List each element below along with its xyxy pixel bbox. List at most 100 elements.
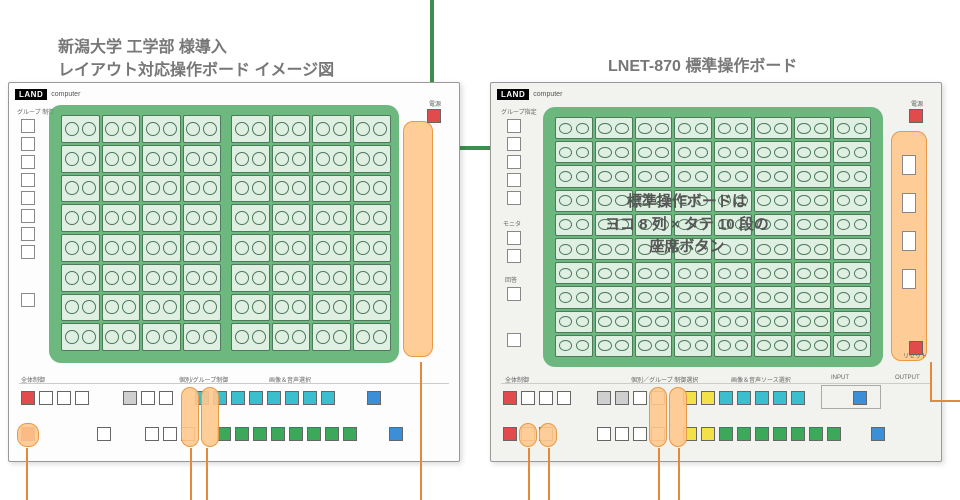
btn[interactable] (325, 427, 339, 441)
seat-button[interactable] (353, 204, 392, 232)
side-btn[interactable] (902, 155, 916, 175)
seat-button[interactable] (794, 165, 832, 187)
seat-button[interactable] (272, 204, 311, 232)
seat-button[interactable] (61, 234, 100, 262)
seat-button[interactable] (674, 262, 712, 284)
seat-button[interactable] (714, 262, 752, 284)
power-button[interactable] (427, 109, 441, 123)
seat-button[interactable] (635, 141, 673, 163)
btn[interactable] (343, 427, 357, 441)
seat-button[interactable] (312, 145, 351, 173)
btn[interactable] (521, 391, 535, 405)
btn[interactable] (145, 427, 159, 441)
seat-button[interactable] (595, 165, 633, 187)
btn[interactable] (303, 391, 317, 405)
seat-button[interactable] (674, 286, 712, 308)
btn[interactable] (253, 427, 267, 441)
btn[interactable] (267, 391, 281, 405)
seat-button[interactable] (754, 286, 792, 308)
right-power-button[interactable] (909, 109, 923, 123)
btn[interactable] (827, 427, 841, 441)
seat-button[interactable] (635, 117, 673, 139)
seat-button[interactable] (555, 311, 593, 333)
seat-button[interactable] (102, 323, 141, 351)
btn[interactable] (791, 427, 805, 441)
seat-button[interactable] (833, 190, 871, 212)
seat-button[interactable] (312, 264, 351, 292)
seat-button[interactable] (61, 294, 100, 322)
btn[interactable] (307, 427, 321, 441)
seat-button[interactable] (674, 141, 712, 163)
seat-button[interactable] (61, 175, 100, 203)
btn[interactable] (39, 391, 53, 405)
side-btn[interactable] (902, 269, 916, 289)
side-btn[interactable] (507, 249, 521, 263)
seat-button[interactable] (312, 204, 351, 232)
btn[interactable] (633, 391, 647, 405)
btn[interactable] (871, 427, 885, 441)
seat-button[interactable] (272, 115, 311, 143)
seat-button[interactable] (272, 323, 311, 351)
seat-button[interactable] (142, 115, 181, 143)
seat-button[interactable] (674, 117, 712, 139)
seat-button[interactable] (833, 238, 871, 260)
seat-button[interactable] (142, 294, 181, 322)
btn[interactable] (503, 391, 517, 405)
side-btn[interactable] (507, 137, 521, 151)
seat-button[interactable] (142, 234, 181, 262)
btn[interactable] (367, 391, 381, 405)
seat-button[interactable] (102, 115, 141, 143)
seat-button[interactable] (833, 117, 871, 139)
side-btn[interactable] (507, 287, 521, 301)
seat-button[interactable] (353, 323, 392, 351)
btn[interactable] (853, 391, 867, 405)
seat-button[interactable] (635, 335, 673, 357)
seat-button[interactable] (142, 145, 181, 173)
seat-button[interactable] (794, 286, 832, 308)
seat-button[interactable] (102, 264, 141, 292)
seat-button[interactable] (353, 294, 392, 322)
seat-button[interactable] (595, 311, 633, 333)
seat-button[interactable] (794, 214, 832, 236)
seat-button[interactable] (595, 286, 633, 308)
seat-button[interactable] (61, 264, 100, 292)
btn[interactable] (271, 427, 285, 441)
seat-button[interactable] (272, 145, 311, 173)
seat-button[interactable] (794, 238, 832, 260)
seat-button[interactable] (833, 214, 871, 236)
side-btn[interactable] (21, 137, 35, 151)
seat-button[interactable] (183, 323, 222, 351)
btn[interactable] (701, 391, 715, 405)
seat-button[interactable] (231, 294, 270, 322)
seat-button[interactable] (353, 115, 392, 143)
seat-button[interactable] (61, 145, 100, 173)
seat-button[interactable] (714, 117, 752, 139)
seat-button[interactable] (833, 262, 871, 284)
btn[interactable] (701, 427, 715, 441)
seat-button[interactable] (555, 190, 593, 212)
btn[interactable] (615, 427, 629, 441)
seat-button[interactable] (833, 165, 871, 187)
btn[interactable] (123, 391, 137, 405)
seat-button[interactable] (231, 234, 270, 262)
seat-button[interactable] (183, 234, 222, 262)
seat-button[interactable] (595, 262, 633, 284)
btn[interactable] (773, 427, 787, 441)
seat-button[interactable] (555, 286, 593, 308)
seat-button[interactable] (555, 262, 593, 284)
side-btn[interactable] (21, 209, 35, 223)
btn[interactable] (503, 427, 517, 441)
seat-button[interactable] (714, 335, 752, 357)
btn[interactable] (773, 391, 787, 405)
btn[interactable] (597, 427, 611, 441)
btn[interactable] (755, 391, 769, 405)
seat-button[interactable] (794, 141, 832, 163)
btn[interactable] (57, 391, 71, 405)
btn[interactable] (791, 391, 805, 405)
seat-button[interactable] (674, 335, 712, 357)
btn[interactable] (159, 391, 173, 405)
side-btn[interactable] (507, 231, 521, 245)
seat-button[interactable] (102, 294, 141, 322)
seat-button[interactable] (312, 175, 351, 203)
side-btn[interactable] (21, 119, 35, 133)
